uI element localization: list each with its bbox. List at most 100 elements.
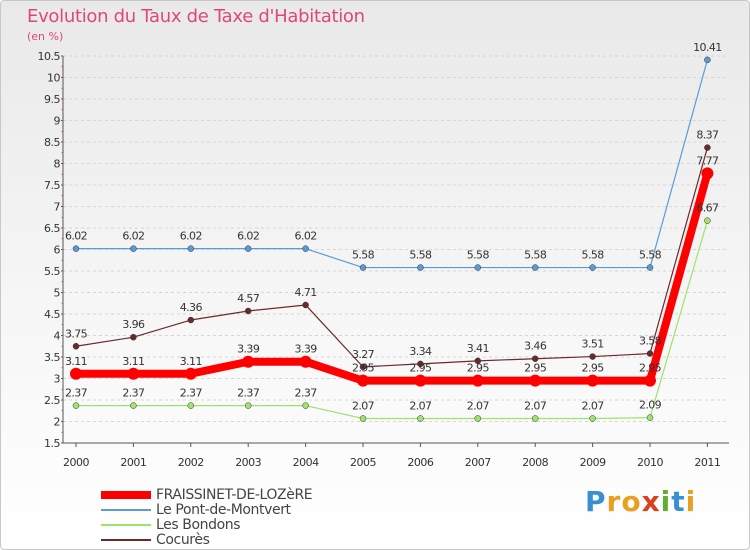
data-label: 2.37 (237, 387, 260, 400)
y-tick-label: 8.5 (44, 136, 60, 149)
x-tick-label: 2009 (580, 456, 606, 469)
data-label: 3.27 (352, 348, 375, 361)
data-label: 5.58 (524, 249, 547, 262)
legend-swatch-cocures (101, 538, 151, 541)
x-tick-label: 2006 (407, 456, 433, 469)
x-tick-label: 2008 (522, 456, 548, 469)
series-point-1 (130, 245, 137, 252)
logo-letter: r (606, 485, 622, 518)
chart-title: Evolution du Taux de Taxe d'Habitation (27, 6, 365, 27)
data-label: 6.67 (696, 202, 719, 215)
legend-item-pont-de-montvert: Le Pont-de-Montvert (101, 502, 312, 518)
series-point-2 (244, 402, 252, 409)
y-tick-label: 7 (54, 201, 61, 214)
x-tick-label: 2003 (235, 456, 261, 469)
data-label: 4.71 (295, 286, 317, 299)
grid-lines (63, 55, 729, 422)
series-point-0 (586, 374, 599, 387)
series-point-3 (704, 144, 711, 151)
y-tick-label: 2.5 (44, 394, 60, 407)
series-point-0 (701, 167, 714, 180)
series-point-3 (244, 307, 252, 315)
series-point-0 (299, 355, 312, 368)
data-label: 2.95 (582, 362, 605, 375)
data-label: 2.37 (65, 387, 88, 400)
logo-letter: t (671, 485, 686, 518)
legend-swatch-fraissinet (101, 490, 151, 499)
series-point-3 (302, 301, 309, 309)
series-point-1 (646, 264, 654, 271)
data-label: 6.02 (65, 230, 87, 243)
series-point-2 (187, 402, 195, 409)
legend-label-bondons: Les Bondons (156, 516, 241, 533)
data-label: 2.07 (409, 399, 432, 412)
series-point-3 (589, 353, 596, 360)
y-tick-label: 5.5 (44, 265, 60, 278)
series-line-1 (76, 59, 708, 269)
legend-item-bondons: Les Bondons (101, 516, 312, 533)
series-point-0 (471, 374, 484, 387)
data-label: 4.36 (180, 301, 203, 314)
series-point-1 (531, 264, 539, 271)
x-tick-label: 2011 (694, 456, 720, 469)
data-label: 7.77 (696, 154, 719, 167)
series-point-2 (704, 217, 711, 224)
y-tick-label: 3 (54, 373, 61, 386)
series-point-1 (359, 264, 367, 271)
data-label: 2.37 (180, 387, 203, 400)
series-point-3 (646, 350, 654, 357)
x-tick-label: 2005 (350, 456, 376, 469)
series-point-2 (72, 402, 80, 409)
y-tick-label: 10 (47, 72, 60, 85)
y-tick-label: 1.5 (44, 437, 60, 450)
data-label: 6.02 (295, 230, 317, 243)
data-label: 4.57 (237, 292, 260, 305)
data-label: 3.11 (65, 355, 87, 368)
series-point-1 (302, 245, 309, 252)
data-label: 3.41 (467, 342, 489, 355)
series-point-0 (70, 367, 82, 380)
y-tick-label: 8 (54, 158, 61, 171)
chart-subtitle: (en %) (27, 30, 64, 43)
x-tick-label: 2000 (63, 456, 89, 469)
data-label: 2.07 (524, 399, 547, 412)
x-tick-label: 2002 (178, 456, 204, 469)
data-label: 5.58 (352, 249, 375, 262)
data-label: 2.37 (295, 387, 318, 400)
series-line-2 (76, 220, 708, 420)
data-label: 2.07 (582, 399, 605, 412)
series-point-0 (127, 367, 140, 380)
data-label: 3.11 (122, 355, 144, 368)
series-point-3 (72, 343, 80, 350)
data-label: 3.39 (295, 343, 318, 356)
series-point-1 (589, 264, 596, 271)
data-label: 5.58 (582, 249, 605, 262)
data-label: 3.46 (524, 340, 547, 353)
series-point-0 (414, 374, 427, 387)
series-point-1 (417, 264, 424, 271)
series-point-3 (474, 357, 482, 365)
x-tick-label: 2004 (293, 456, 319, 469)
legend: FRAISSINET-DE-LOZèRE Le Pont-de-Montvert… (101, 487, 313, 548)
data-label: 8.37 (696, 129, 719, 142)
data-label: 2.95 (639, 362, 662, 375)
series-point-3 (531, 355, 539, 362)
series-layer (70, 56, 714, 422)
series-point-1 (244, 245, 252, 252)
data-label: 5.58 (639, 249, 662, 262)
y-tick-label: 4.5 (44, 308, 60, 321)
logo-letter: i (660, 485, 672, 518)
x-tick-label: 2001 (120, 456, 146, 469)
data-label: 2.95 (467, 362, 490, 375)
data-label: 6.02 (122, 230, 144, 243)
legend-item-fraissinet: FRAISSINET-DE-LOZèRE (101, 487, 313, 503)
y-tick-label: 10.5 (38, 50, 61, 63)
series-point-3 (130, 333, 137, 341)
y-tick-label: 2 (54, 416, 61, 429)
series-point-0 (529, 374, 542, 387)
series-point-1 (474, 264, 482, 271)
series-point-0 (184, 367, 197, 380)
series-point-3 (417, 360, 424, 368)
